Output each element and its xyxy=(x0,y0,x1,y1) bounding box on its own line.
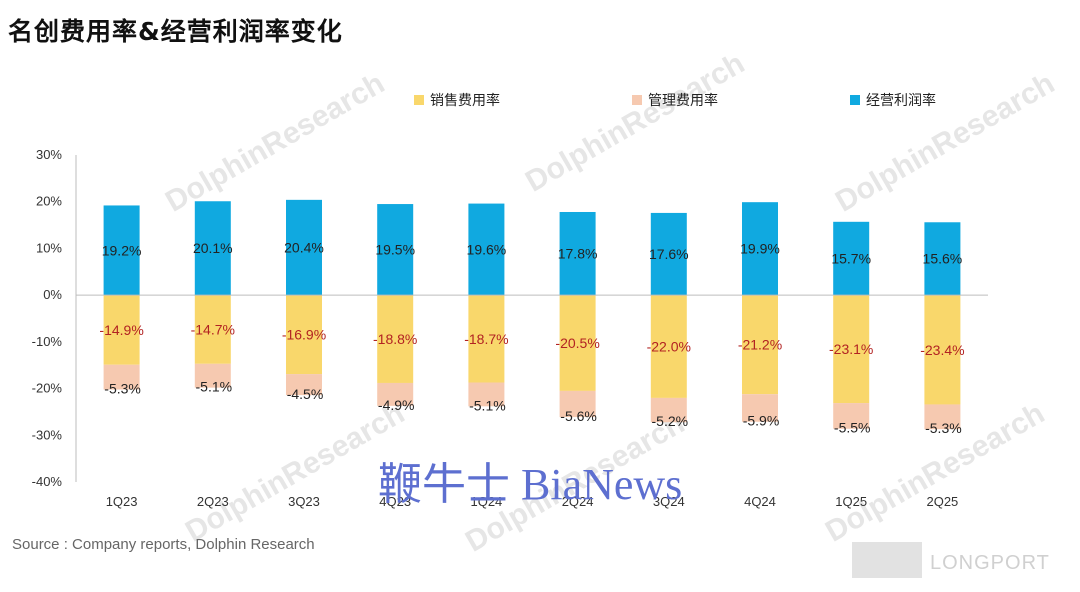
data-label-admin-expense: -4.9% xyxy=(378,397,415,413)
bar-operating-margin xyxy=(286,199,322,296)
legend-swatch xyxy=(850,95,860,105)
longport-logo-mark xyxy=(852,542,922,578)
bar-sales-expense xyxy=(559,295,596,391)
legend-swatch xyxy=(632,95,642,105)
bar-operating-margin xyxy=(103,205,140,296)
data-label-sales-expense: -16.9% xyxy=(282,327,326,343)
data-label-admin-expense: -4.5% xyxy=(287,386,324,402)
bar-sales-expense xyxy=(742,295,778,395)
legend-label: 管理费用率 xyxy=(648,92,718,109)
legend-label: 销售费用率 xyxy=(430,92,500,109)
y-tick-label: 30% xyxy=(36,147,62,162)
data-label-sales-expense: -23.4% xyxy=(920,342,964,358)
bar-operating-margin xyxy=(377,204,414,296)
bar-operating-margin xyxy=(742,202,778,296)
bar-sales-expense xyxy=(103,295,140,365)
data-label-operating-margin: 19.5% xyxy=(375,242,415,258)
x-tick-label: 2Q23 xyxy=(197,494,229,509)
bar-admin-expense xyxy=(194,363,231,388)
data-label-sales-expense: -14.7% xyxy=(191,321,235,337)
legend: 销售费用率 管理费用率 经营利润率 xyxy=(414,92,936,109)
bar-admin-expense xyxy=(286,374,322,396)
y-tick-label: -40% xyxy=(32,474,63,489)
bianews-watermark: 鞭牛士 BiaNews xyxy=(378,460,683,509)
data-label-sales-expense: -23.1% xyxy=(829,341,873,357)
bar-operating-margin xyxy=(194,201,231,296)
x-tick-label: 4Q24 xyxy=(744,494,776,509)
bar-admin-expense xyxy=(650,397,687,423)
bar-admin-expense xyxy=(833,403,870,429)
x-tick-label: 1Q25 xyxy=(835,494,867,509)
legend-label: 经营利润率 xyxy=(866,92,936,109)
bar-admin-expense xyxy=(559,390,596,418)
data-label-sales-expense: -22.0% xyxy=(647,339,691,355)
data-label-operating-margin: 17.6% xyxy=(649,246,689,262)
data-label-sales-expense: -14.9% xyxy=(99,322,143,338)
x-tick-label: 2Q24 xyxy=(562,494,594,509)
y-tick-label: -20% xyxy=(32,381,63,396)
longport-watermark: LONGPORT xyxy=(930,552,1050,574)
data-label-admin-expense: -5.3% xyxy=(925,420,962,436)
data-label-operating-margin: 20.1% xyxy=(193,240,233,256)
data-label-operating-margin: 20.4% xyxy=(284,239,324,255)
bar-sales-expense xyxy=(194,295,231,364)
data-label-sales-expense: -18.7% xyxy=(464,331,508,347)
data-label-operating-margin: 15.6% xyxy=(923,251,963,267)
data-label-admin-expense: -5.3% xyxy=(104,381,141,397)
data-label-operating-margin: 15.7% xyxy=(831,250,871,266)
x-tick-label: 4Q23 xyxy=(379,494,411,509)
y-tick-label: 10% xyxy=(36,240,62,255)
x-tick-label: 1Q23 xyxy=(106,494,138,509)
y-tick-label: 20% xyxy=(36,194,62,209)
y-tick-label: -30% xyxy=(32,427,63,442)
data-label-admin-expense: -5.2% xyxy=(652,413,689,429)
x-tick-label: 1Q24 xyxy=(470,494,502,509)
x-tick-label: 3Q23 xyxy=(288,494,320,509)
bar-operating-margin xyxy=(559,211,596,296)
data-label-sales-expense: -20.5% xyxy=(555,335,599,351)
bar-admin-expense xyxy=(103,364,140,390)
bar-operating-margin xyxy=(650,212,687,296)
bar-sales-expense xyxy=(377,295,414,383)
chart-title: 名创费用率&经营利润率变化 xyxy=(8,17,343,46)
bar-admin-expense xyxy=(377,382,414,406)
data-label-admin-expense: -5.1% xyxy=(469,397,506,413)
y-tick-label: 0% xyxy=(43,287,62,302)
legend-swatch xyxy=(414,95,424,105)
data-label-operating-margin: 17.8% xyxy=(558,246,598,262)
y-tick-label: -10% xyxy=(32,334,63,349)
data-label-operating-margin: 19.9% xyxy=(740,241,780,257)
bars xyxy=(103,199,961,430)
bar-operating-margin xyxy=(468,203,505,296)
data-label-admin-expense: -5.5% xyxy=(834,420,871,436)
data-label-sales-expense: -18.8% xyxy=(373,331,417,347)
data-label-admin-expense: -5.9% xyxy=(743,413,780,429)
data-label-admin-expense: -5.6% xyxy=(560,408,597,424)
bar-sales-expense xyxy=(650,295,687,398)
data-label-operating-margin: 19.6% xyxy=(467,241,507,257)
data-label-sales-expense: -21.2% xyxy=(738,337,782,353)
bar-sales-expense xyxy=(833,295,870,404)
y-axis: 30% 20% 10% 0% -10% -20% -30% -40% xyxy=(32,147,77,489)
bar-sales-expense xyxy=(468,295,505,383)
data-label-operating-margin: 19.2% xyxy=(102,242,142,258)
bar-admin-expense xyxy=(924,404,961,430)
bar-operating-margin xyxy=(924,222,961,296)
x-tick-label: 2Q25 xyxy=(926,494,958,509)
bar-sales-expense xyxy=(924,295,961,405)
bar-admin-expense xyxy=(468,382,505,407)
bar-admin-expense xyxy=(742,394,778,422)
bar-operating-margin xyxy=(833,221,870,296)
data-labels: 19.2% -14.9% -5.3% 20.1% -14.7% -5.1% 20.4% -16… xyxy=(99,239,964,436)
x-tick-label: 3Q24 xyxy=(653,494,685,509)
x-axis: 1Q23 2Q23 3Q23 4Q23 1Q24 2Q24 3Q24 4Q24 1Q25 2Q25 xyxy=(76,294,988,509)
source-note: Source : Company reports, Dolphin Resear… xyxy=(12,536,315,553)
bar-sales-expense xyxy=(286,295,322,375)
data-label-admin-expense: -5.1% xyxy=(196,379,233,395)
